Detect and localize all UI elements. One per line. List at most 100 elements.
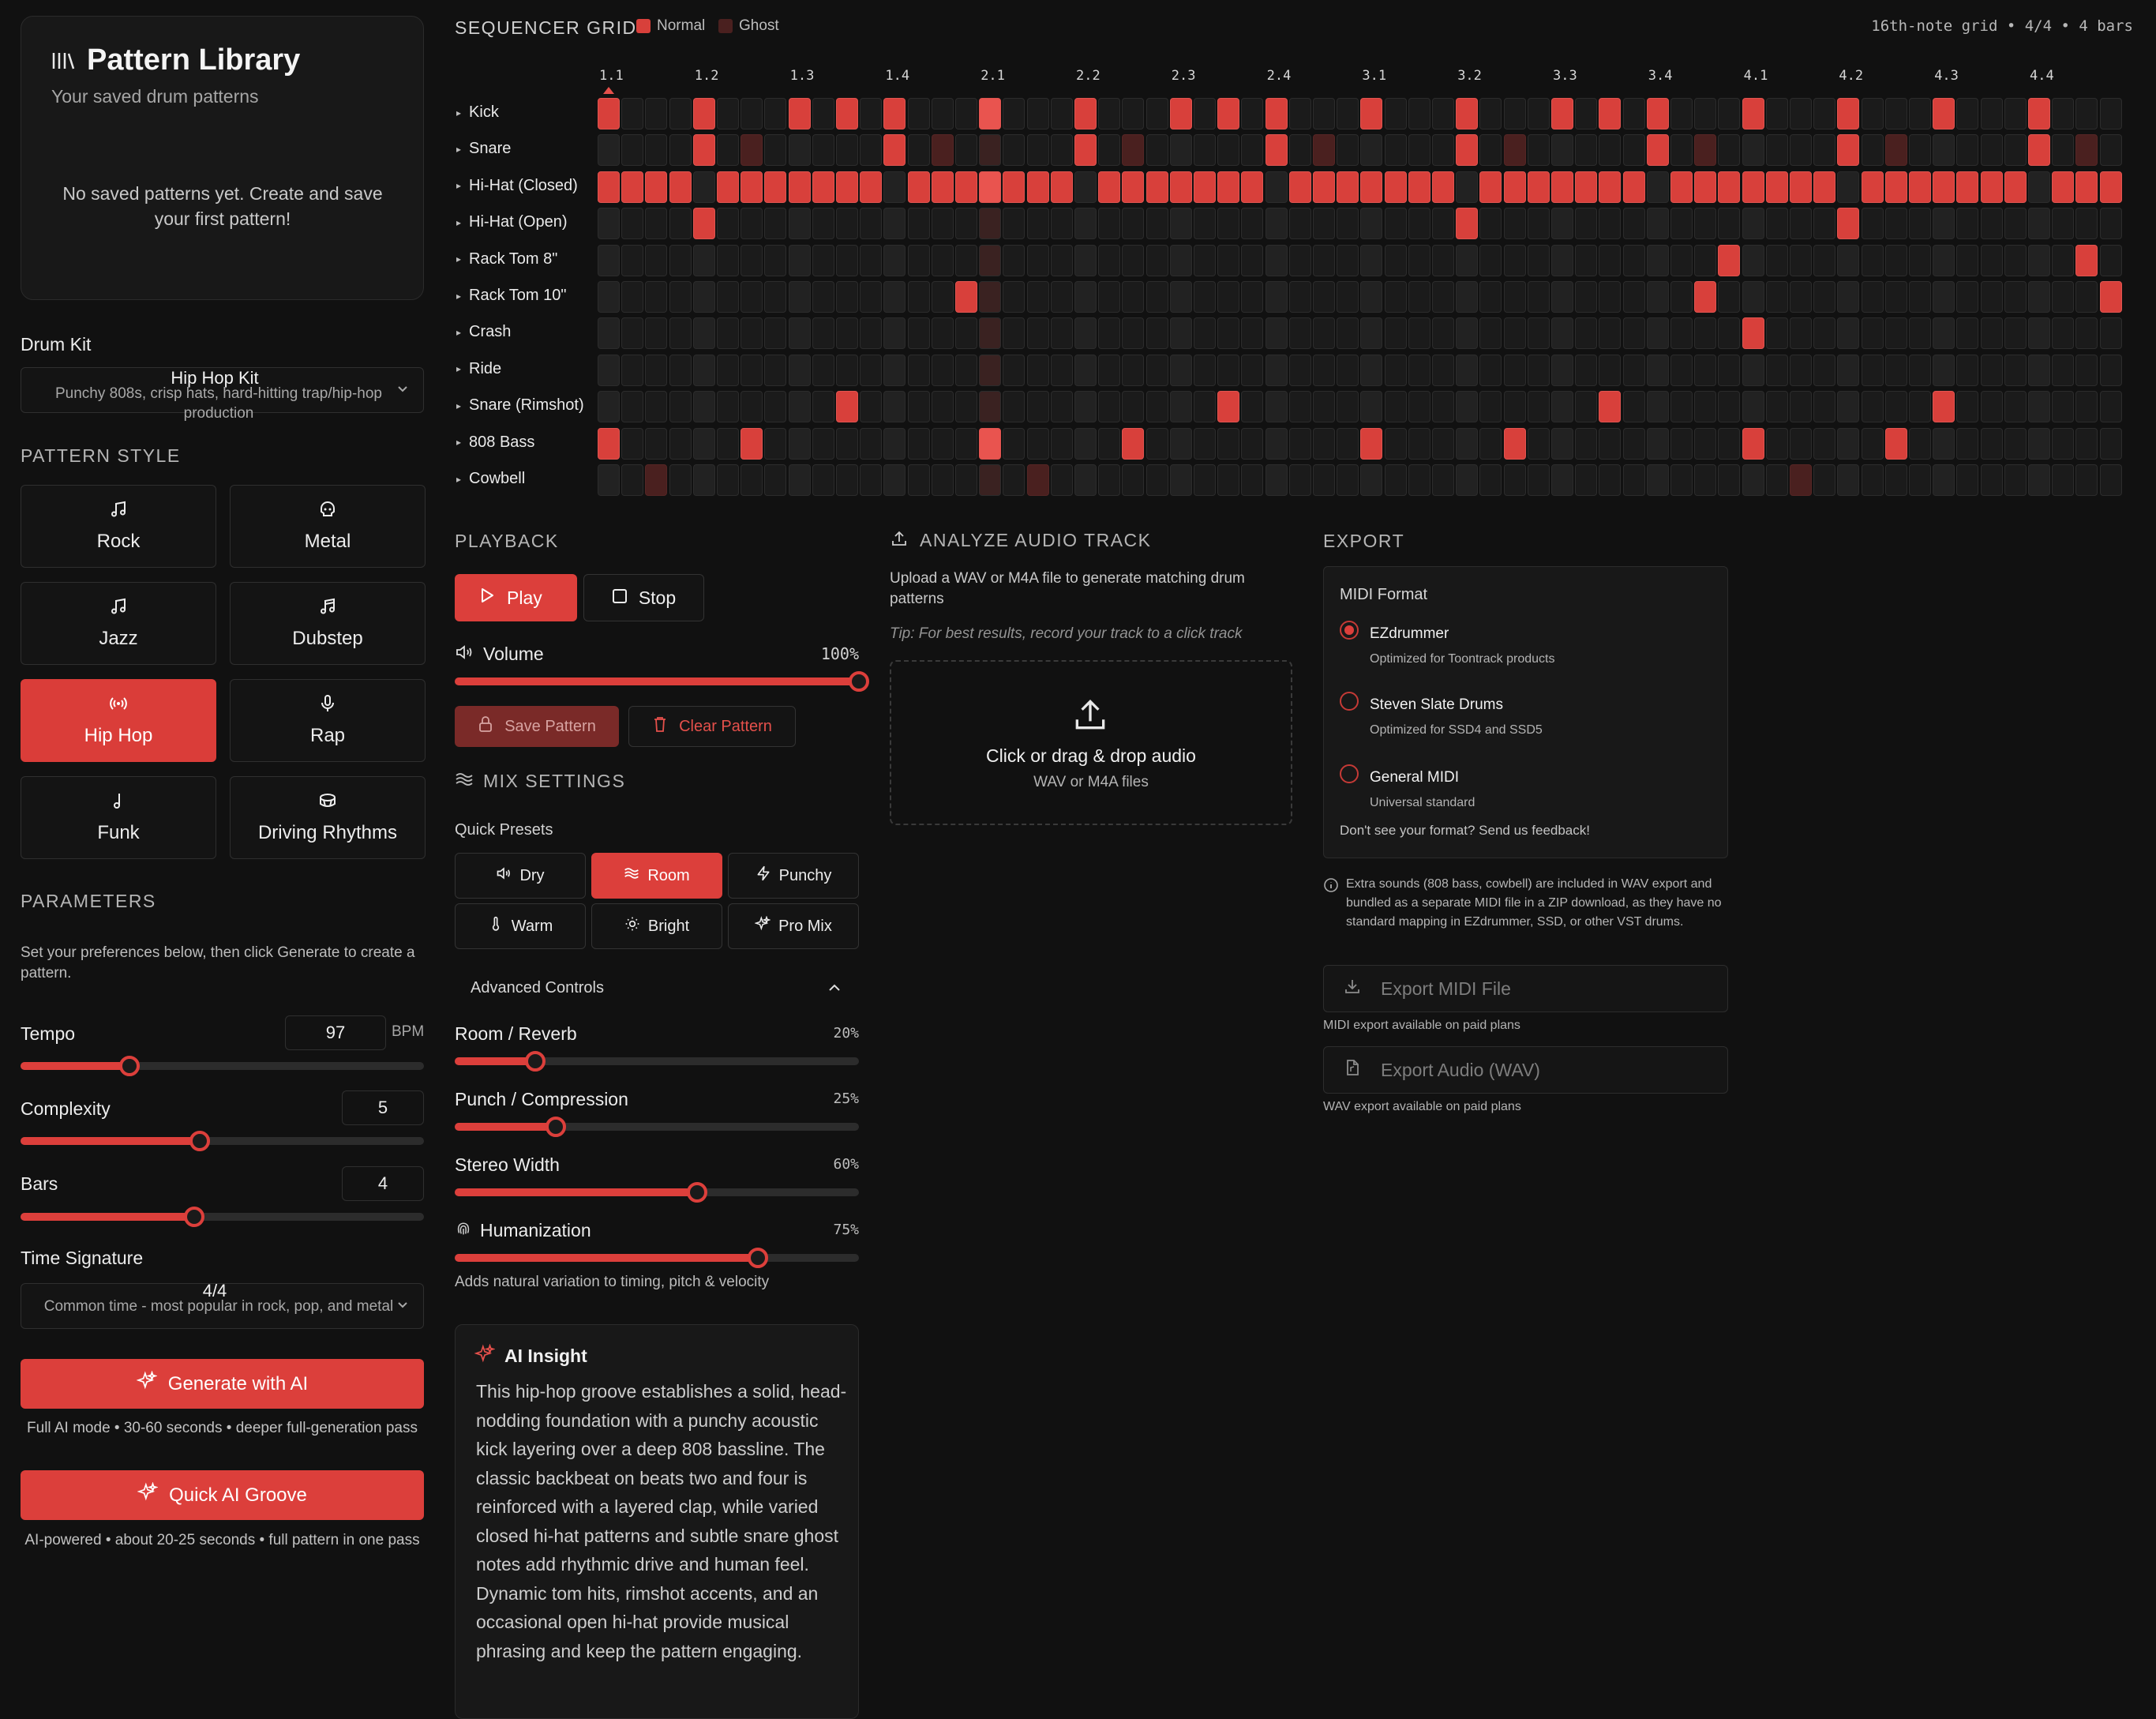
step-cell[interactable] (1503, 391, 1526, 423)
step-cell[interactable] (1956, 354, 1979, 386)
step-cell[interactable] (1074, 208, 1097, 240)
step-cell[interactable] (1288, 281, 1311, 313)
step-cell[interactable] (860, 281, 883, 313)
step-cell[interactable] (1145, 134, 1168, 167)
step-cell[interactable] (1765, 171, 1788, 203)
step-cell[interactable] (1241, 464, 1264, 496)
step-cell[interactable] (1884, 244, 1907, 276)
step-cell[interactable] (598, 354, 620, 386)
time-signature-select[interactable]: 4/4 Common time - most popular in rock, … (21, 1281, 424, 1329)
step-cell[interactable] (883, 134, 906, 167)
step-cell[interactable] (764, 208, 787, 240)
step-cell[interactable] (1742, 354, 1764, 386)
step-cell[interactable] (1122, 134, 1145, 167)
step-cell[interactable] (883, 354, 906, 386)
step-cell[interactable] (1145, 171, 1168, 203)
step-cell[interactable] (1551, 244, 1573, 276)
style-button-dubstep[interactable]: Dubstep (230, 582, 426, 665)
step-cell[interactable] (1169, 171, 1192, 203)
step-cell[interactable] (907, 171, 930, 203)
step-cell[interactable] (1050, 171, 1073, 203)
step-cell[interactable] (1360, 427, 1383, 460)
step-cell[interactable] (2028, 134, 2050, 167)
step-cell[interactable] (1861, 98, 1884, 129)
step-cell[interactable] (1575, 464, 1598, 496)
stop-button[interactable]: Stop (583, 574, 704, 621)
step-cell[interactable] (1956, 391, 1979, 423)
step-cell[interactable] (1194, 171, 1216, 203)
step-cell[interactable] (1837, 281, 1860, 313)
step-cell[interactable] (717, 98, 739, 129)
step-cell[interactable] (1194, 281, 1216, 313)
step-cell[interactable] (645, 464, 668, 496)
step-cell[interactable] (741, 98, 763, 129)
step-cell[interactable] (1456, 464, 1479, 496)
step-cell[interactable] (931, 244, 954, 276)
step-cell[interactable] (860, 208, 883, 240)
step-cell[interactable] (788, 98, 811, 129)
step-cell[interactable] (1456, 391, 1479, 423)
step-cell[interactable] (1837, 464, 1860, 496)
step-cell[interactable] (1527, 171, 1550, 203)
step-cell[interactable] (1098, 317, 1121, 350)
step-cell[interactable] (1456, 427, 1479, 460)
step-cell[interactable] (979, 244, 1002, 276)
step-cell[interactable] (1909, 281, 1931, 313)
volume-slider[interactable] (455, 671, 869, 692)
step-cell[interactable] (1956, 208, 1979, 240)
step-cell[interactable] (1384, 134, 1407, 167)
step-cell[interactable] (1408, 134, 1430, 167)
step-cell[interactable] (1313, 208, 1335, 240)
step-cell[interactable] (1169, 317, 1192, 350)
step-cell[interactable] (955, 134, 977, 167)
step-cell[interactable] (1956, 134, 1979, 167)
step-cell[interactable] (1933, 464, 1955, 496)
preset-punchy[interactable]: Punchy (728, 853, 859, 899)
step-cell[interactable] (1265, 244, 1288, 276)
track-name-rack-tom-10[interactable]: ▸ Rack Tom 10" (456, 287, 566, 305)
step-cell[interactable] (1694, 464, 1717, 496)
step-cell[interactable] (907, 281, 930, 313)
step-cell[interactable] (1909, 134, 1931, 167)
step-cell[interactable] (598, 171, 620, 203)
step-cell[interactable] (2052, 281, 2075, 313)
step-cell[interactable] (1909, 171, 1931, 203)
step-cell[interactable] (1551, 98, 1573, 129)
step-cell[interactable] (1646, 354, 1669, 386)
step-cell[interactable] (2052, 98, 2075, 129)
step-cell[interactable] (1360, 317, 1383, 350)
step-cell[interactable] (1813, 281, 1836, 313)
step-cell[interactable] (1408, 208, 1430, 240)
step-cell[interactable] (1145, 281, 1168, 313)
step-cell[interactable] (979, 464, 1002, 496)
step-cell[interactable] (1837, 317, 1860, 350)
step-cell[interactable] (1241, 317, 1264, 350)
step-cell[interactable] (1622, 244, 1645, 276)
step-cell[interactable] (2052, 317, 2075, 350)
step-cell[interactable] (669, 134, 692, 167)
step-cell[interactable] (1837, 171, 1860, 203)
step-cell[interactable] (2075, 391, 2098, 423)
step-cell[interactable] (2028, 354, 2050, 386)
step-cell[interactable] (1408, 354, 1430, 386)
step-cell[interactable] (1265, 317, 1288, 350)
step-cell[interactable] (1933, 134, 1955, 167)
step-cell[interactable] (1313, 464, 1335, 496)
step-cell[interactable] (1145, 244, 1168, 276)
step-cell[interactable] (645, 317, 668, 350)
step-cell[interactable] (1956, 464, 1979, 496)
step-cell[interactable] (907, 354, 930, 386)
step-cell[interactable] (1742, 317, 1764, 350)
step-cell[interactable] (1884, 317, 1907, 350)
step-cell[interactable] (1074, 244, 1097, 276)
step-cell[interactable] (1527, 208, 1550, 240)
step-cell[interactable] (1813, 208, 1836, 240)
step-cell[interactable] (1742, 171, 1764, 203)
step-cell[interactable] (1003, 317, 1026, 350)
step-cell[interactable] (621, 464, 644, 496)
step-cell[interactable] (1265, 427, 1288, 460)
step-cell[interactable] (979, 134, 1002, 167)
step-cell[interactable] (836, 391, 858, 423)
step-cell[interactable] (1026, 354, 1049, 386)
step-cell[interactable] (1956, 427, 1979, 460)
